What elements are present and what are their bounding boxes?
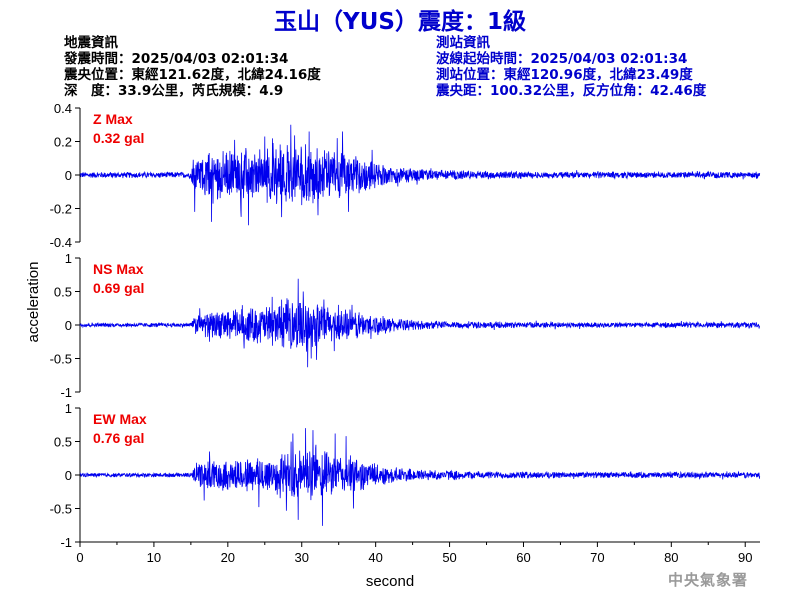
x-tick-label: 40 bbox=[368, 550, 382, 565]
epicenter-location: 震央位置：東經121.62度，北緯24.16度 bbox=[64, 67, 321, 83]
x-tick-label: 60 bbox=[516, 550, 530, 565]
y-tick-label: -0.2 bbox=[50, 202, 72, 217]
waveform-ew bbox=[79, 428, 761, 526]
chart-title: 玉山（YUS）震度：1級 bbox=[274, 9, 526, 35]
distance-azimuth: 震央距：100.32公里，反方位角：42.46度 bbox=[436, 83, 707, 99]
max-value-ew: 0.76 gal bbox=[93, 430, 144, 446]
x-tick-label: 50 bbox=[442, 550, 456, 565]
y-tick-label: 0.5 bbox=[54, 285, 72, 300]
y-tick-label: 0.5 bbox=[54, 435, 72, 450]
y-tick-label: 0.2 bbox=[54, 135, 72, 150]
x-tick-label: 80 bbox=[664, 550, 678, 565]
y-tick-label: -1 bbox=[60, 385, 72, 400]
x-tick-label: 30 bbox=[295, 550, 309, 565]
station-info: 測站資訊 波線起始時間：2025/04/03 02:01:34 測站位置：東經1… bbox=[436, 35, 706, 99]
y-tick-label: 0.4 bbox=[54, 101, 72, 116]
origin-time: 發震時間：2025/04/03 02:01:34 bbox=[64, 51, 289, 67]
y-tick-label: -0.4 bbox=[50, 235, 72, 250]
y-tick-label: 1 bbox=[65, 401, 72, 416]
max-value-z: 0.32 gal bbox=[93, 130, 144, 146]
station-info-heading: 測站資訊 bbox=[436, 35, 490, 51]
x-tick-label: 0 bbox=[76, 550, 83, 565]
agency-watermark: 中央氣象署 bbox=[667, 571, 748, 589]
max-title-ns: NS Max bbox=[93, 261, 144, 277]
x-tick-label: 10 bbox=[147, 550, 161, 565]
onset-time: 波線起始時間：2025/04/03 02:01:34 bbox=[436, 51, 688, 67]
x-tick-label: 70 bbox=[590, 550, 604, 565]
y-axis-label: acceleration bbox=[25, 262, 42, 343]
y-tick-label: 0 bbox=[65, 318, 72, 333]
y-tick-label: 1 bbox=[65, 251, 72, 266]
y-tick-label: -1 bbox=[60, 535, 72, 550]
waveform-z bbox=[79, 124, 761, 226]
max-title-ew: EW Max bbox=[93, 411, 147, 427]
y-tick-label: -0.5 bbox=[50, 502, 72, 517]
y-tick-label: -0.5 bbox=[50, 352, 72, 367]
max-value-ns: 0.69 gal bbox=[93, 280, 144, 296]
y-tick-label: 0 bbox=[65, 468, 72, 483]
x-tick-label: 90 bbox=[738, 550, 752, 565]
event-info-heading: 地震資訊 bbox=[64, 35, 118, 51]
station-location: 測站位置：東經120.96度，北緯23.49度 bbox=[436, 67, 693, 83]
x-axis-label: second bbox=[366, 573, 414, 590]
max-title-z: Z Max bbox=[93, 111, 133, 127]
waveform-ns bbox=[79, 278, 761, 368]
y-tick-label: 0 bbox=[65, 168, 72, 183]
depth-magnitude: 深 度：33.9公里，芮氏規模：4.9 bbox=[64, 83, 284, 99]
event-info: 地震資訊 發震時間：2025/04/03 02:01:34 震央位置：東經121… bbox=[64, 35, 321, 99]
x-tick-label: 20 bbox=[221, 550, 235, 565]
